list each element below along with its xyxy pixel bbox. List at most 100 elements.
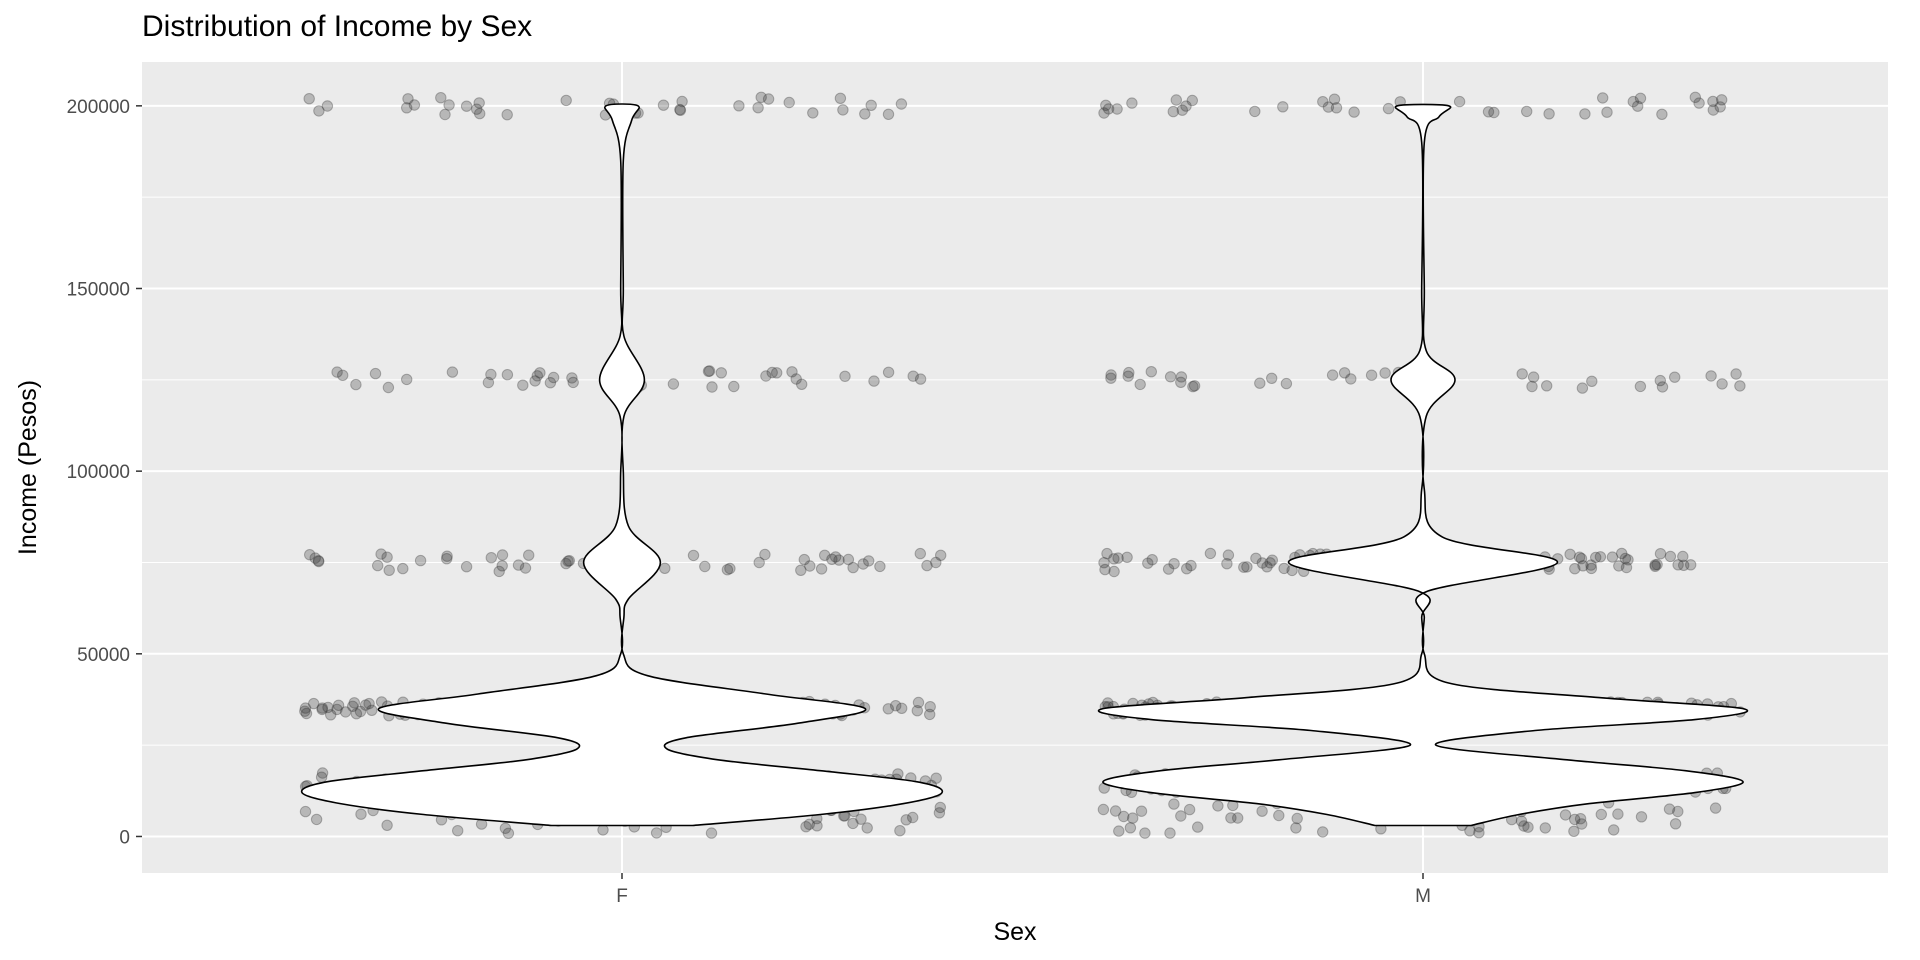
data-point [1134,378,1146,391]
data-point [382,381,395,394]
y-axis-title: Income (Pesos) [14,380,42,555]
data-point [337,369,349,381]
violin-M [1097,103,1749,827]
data-point [834,92,847,105]
data-point [703,365,716,377]
data-point [512,559,525,571]
data-point [1619,552,1632,565]
data-point [485,552,497,564]
data-point [1328,93,1341,105]
data-point [1689,91,1702,104]
data-point [798,553,810,566]
data-point [414,554,427,567]
data-point [1518,820,1530,832]
data-point [921,559,933,572]
data-point [443,99,455,111]
data-point [1488,106,1500,119]
data-point [299,705,311,717]
y-tick-label: 50000 [77,645,130,666]
data-point [1113,825,1125,837]
data-point [1677,550,1689,563]
data-point [1338,367,1351,379]
data-point [350,708,363,720]
data-point [771,367,783,379]
data-point [882,366,895,378]
data-point [800,821,812,833]
data-point [1250,552,1262,564]
data-point [705,827,718,839]
data-point [439,108,451,121]
data-point [446,366,459,378]
data-point [471,103,483,115]
data-point [759,548,771,561]
data-point [721,564,734,576]
data-point [667,378,680,390]
data-point [496,549,509,561]
data-point [1261,561,1273,573]
data-point [1649,559,1661,571]
data-point [912,696,925,709]
data-point [435,92,447,104]
data-point [1705,370,1717,382]
data-point [1693,97,1705,109]
data-point [1473,827,1485,839]
data-point [331,366,343,378]
data-point [935,549,947,561]
data-point [560,557,572,570]
data-point [1187,380,1199,393]
data-point [895,98,908,110]
data-point [930,556,942,569]
data-point [1714,101,1726,113]
data-point [1186,94,1199,107]
data-point [460,561,473,573]
data-point [783,96,795,109]
data-point [402,93,414,105]
data-point [501,109,513,121]
data-point [1595,808,1608,821]
data-point [316,702,328,714]
data-point [1112,552,1124,564]
data-point [375,696,388,708]
data-point [383,564,395,576]
data-point [842,553,855,566]
data-point [1569,813,1581,826]
data-point [760,370,772,382]
data-point [1188,380,1201,392]
data-point [795,564,807,576]
data-point [1180,100,1192,112]
data-point [1142,557,1154,569]
data-point [1543,108,1555,120]
data-point [1317,826,1329,838]
data-point [501,369,514,381]
data-point [325,709,337,721]
data-point [519,562,532,574]
data-point [321,100,334,112]
data-point [934,801,946,814]
data-point [1167,105,1180,118]
data-point [833,554,845,566]
data-point [1716,94,1728,106]
data-point [930,772,942,784]
data-point [1586,375,1598,387]
data-point [1232,812,1244,824]
data-point [1685,559,1697,571]
data-point [868,375,880,387]
data-point [1522,821,1534,833]
data-point [1225,812,1237,824]
data-point [1590,551,1602,564]
data-point [896,702,908,714]
y-tick-label: 0 [119,827,130,848]
data-point [1707,104,1720,116]
data-point [544,377,557,389]
data-point [1579,108,1591,120]
data-point [859,108,871,120]
data-point [894,825,906,837]
violins [300,103,1749,827]
data-point [1382,102,1395,115]
data-point [1105,369,1117,381]
data-point [1516,368,1528,380]
data-point [381,551,393,563]
data-point [1716,378,1728,390]
data-point [1280,377,1293,390]
data-point [1249,105,1261,118]
